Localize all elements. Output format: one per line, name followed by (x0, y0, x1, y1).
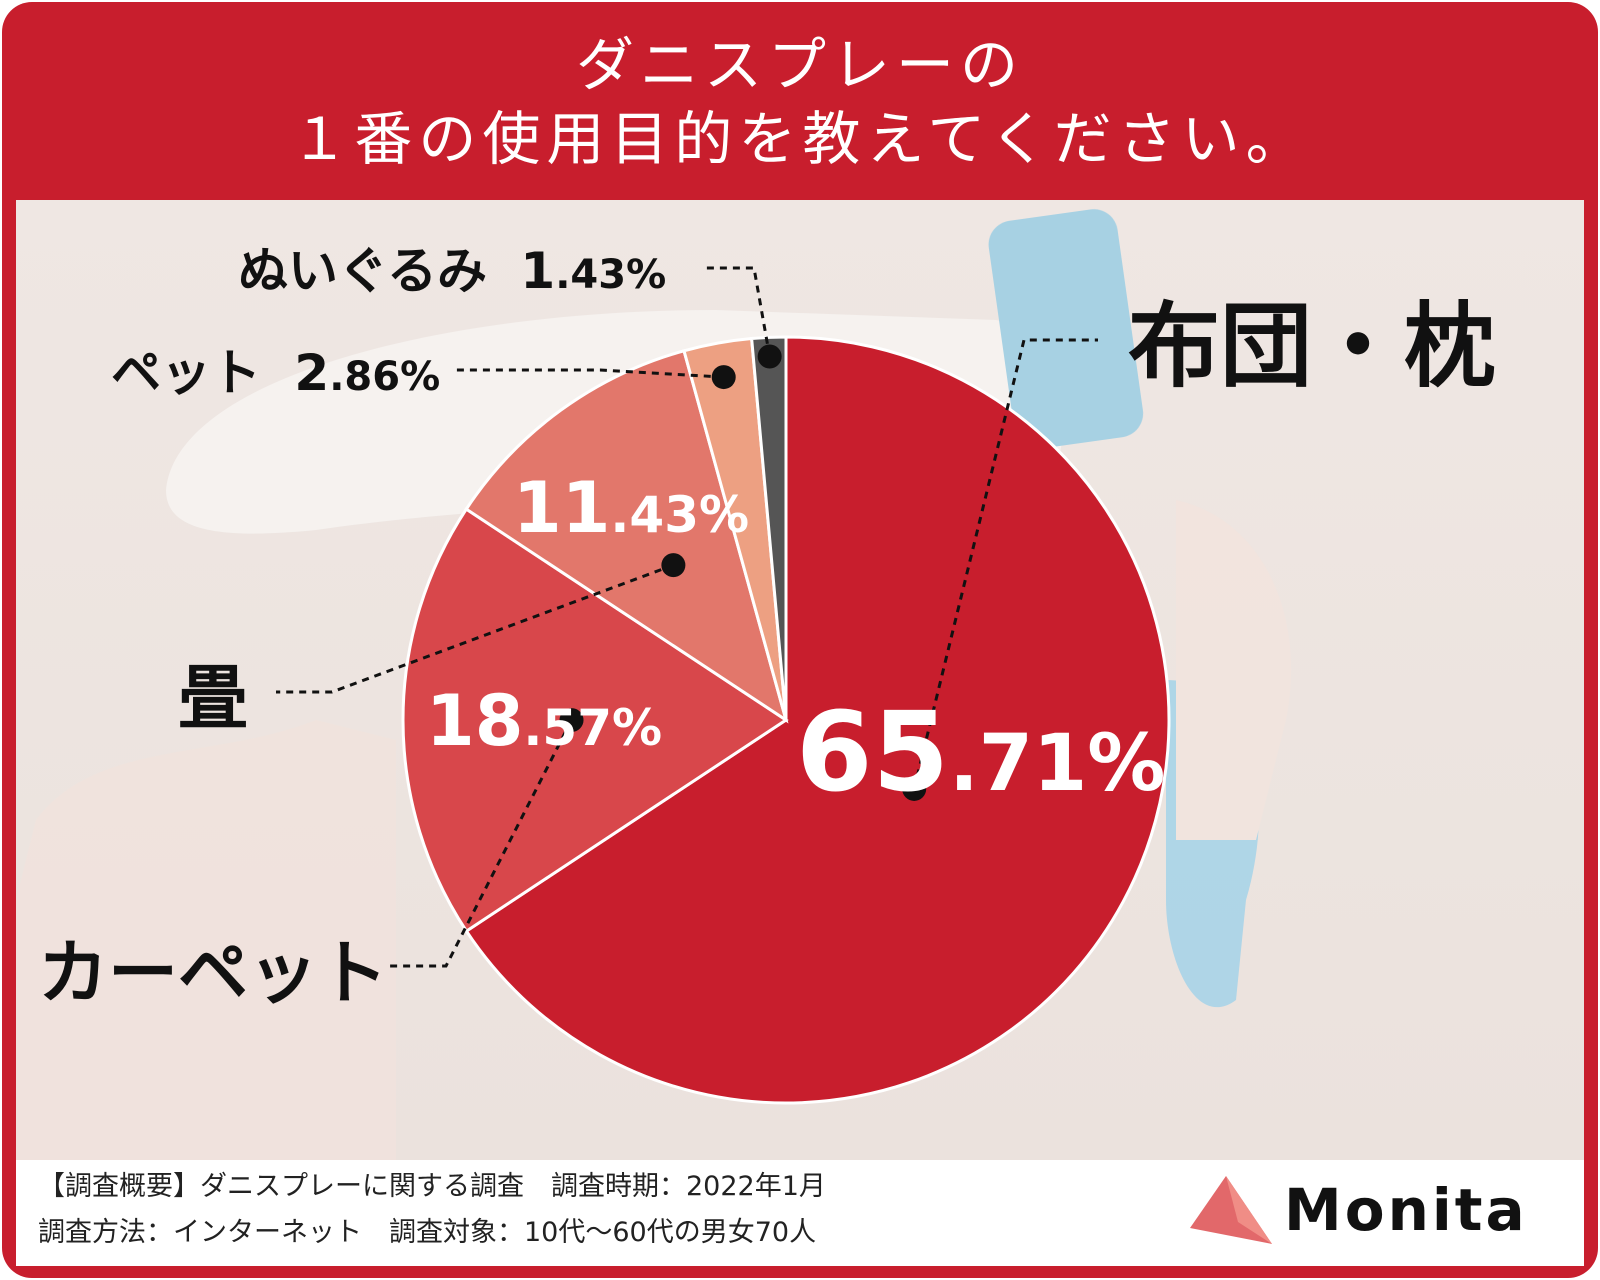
title-line-2: １番の使用目的を教えてください。 (290, 105, 1310, 173)
pie-slice-tatami (464, 348, 789, 724)
plush-value-dec: .43% (555, 252, 666, 298)
leader-dot-futon (902, 776, 927, 801)
data-label-tatami: 11.43% (513, 467, 749, 549)
leader-line-tatami (276, 563, 674, 694)
category-label-carpet: カーペット (38, 932, 388, 1014)
leader-line-carpet (386, 719, 573, 968)
survey-summary-line-1: 【調査概要】ダニスプレーに関する調査 調査時期：2022年1月 (38, 1171, 826, 1202)
category-label-pet: ペット 2.86% (111, 344, 440, 402)
pet-name: ペット (111, 344, 261, 402)
leader-dot-tatami (661, 553, 686, 578)
pie-slices (401, 335, 1171, 1105)
svg-text:ペット 2.86%: ペット 2.86% (111, 344, 440, 402)
pie-slice-plush (750, 335, 788, 721)
leader-dot-pet (711, 365, 736, 390)
pet-value-int: 2 (294, 344, 329, 402)
data-label-futon: 65.71% (796, 688, 1165, 816)
monita-logo-text: Monita (1284, 1176, 1528, 1244)
monita-logo-icon (1190, 1176, 1272, 1244)
svg-text:ぬいぐるみ 1.43%: ぬいぐるみ 1.43% (238, 242, 666, 300)
leader-dot-carpet (559, 708, 584, 733)
data-label-carpet: 18.57% (426, 680, 662, 762)
pet-value-dec: .86% (329, 354, 440, 400)
leader-line-plush (706, 266, 772, 357)
pie-slice-carpet (401, 507, 789, 934)
leader-lines (276, 266, 1098, 968)
leader-dots (559, 344, 927, 801)
footer: 【調査概要】ダニスプレーに関する調査 調査時期：2022年1月 調査方法：インタ… (16, 1160, 1584, 1266)
plush-name: ぬいぐるみ (238, 242, 487, 300)
survey-summary-line-2: 調査方法：インターネット 調査対象：10代〜60代の男女70人 (38, 1217, 817, 1248)
pie-chart: 布団・枕 カーペット 畳 ペット 2.86% ぬいぐるみ 1.43% (16, 209, 1496, 1160)
category-label-tatami: 畳 (178, 657, 248, 739)
leader-line-futon (912, 338, 1098, 790)
pie-slice-futon (464, 335, 1171, 1105)
leader-dot-plush (757, 344, 782, 369)
category-label-plush: ぬいぐるみ 1.43% (238, 242, 666, 300)
chart-panel: 布団・枕 カーペット 畳 ペット 2.86% ぬいぐるみ 1.43% (16, 200, 1584, 1160)
title-line-1: ダニスプレーの (575, 31, 1024, 99)
category-label-futon: 布団・枕 (1128, 293, 1496, 400)
plush-value-int: 1 (520, 242, 555, 300)
leader-line-pet (456, 368, 724, 379)
page-title: ダニスプレーの １番の使用目的を教えてください。 (2, 28, 1598, 176)
